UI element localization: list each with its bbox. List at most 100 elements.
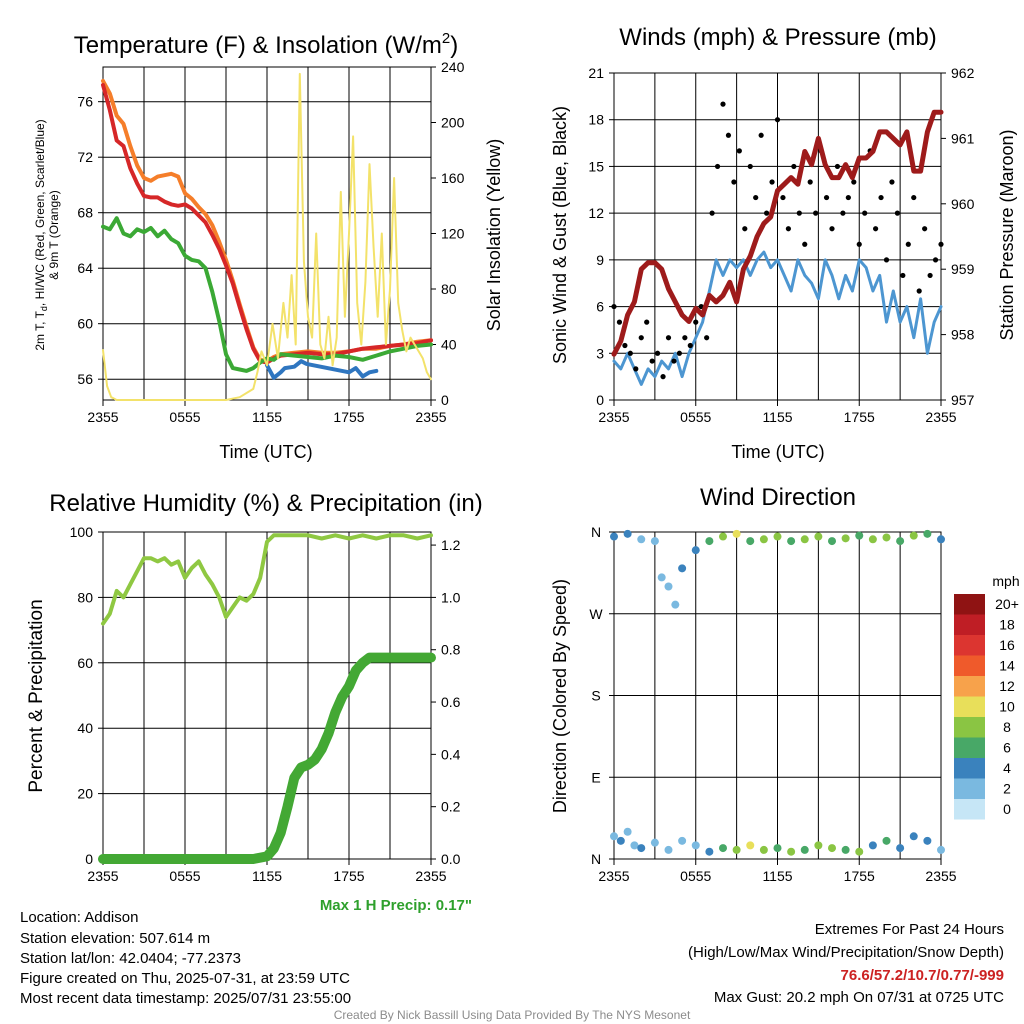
- legend-swatch: [954, 799, 985, 820]
- gust-point: [611, 303, 617, 310]
- gust-point: [845, 194, 851, 201]
- north-wind-point: [637, 844, 646, 853]
- northwest-wind-point: [828, 537, 836, 546]
- legend-label: 0: [1003, 801, 1011, 817]
- temperature-y2tick-label: 40: [441, 337, 457, 353]
- north-wind-point: [800, 845, 809, 854]
- wind-direction-xtick-label: 0555: [680, 868, 711, 884]
- north-wind-point: [759, 845, 768, 854]
- northwest-wind-point: [637, 535, 646, 544]
- humidity-y2tick-label: 0.2: [441, 799, 461, 815]
- gust-point: [829, 226, 835, 232]
- legend-swatch: [954, 737, 985, 758]
- gust-point: [704, 335, 710, 341]
- winds-plot-area: 2355 0555 1155 1755 235503691215182195795895…: [588, 65, 974, 425]
- temperature-xlabel: Time (UTC): [219, 442, 312, 462]
- wind-direction-title: Wind Direction: [700, 484, 856, 511]
- wind-direction-xtick-label: 1155: [762, 868, 792, 884]
- humidity-panel: Relative Humidity (%) & Precipitation (i…: [26, 490, 483, 914]
- legend-swatch: [954, 676, 985, 697]
- winds-ytick-label: 21: [588, 65, 604, 81]
- north-wind-point: [610, 832, 618, 841]
- northwest-wind-point: [923, 529, 932, 538]
- humidity-ytick-label: 100: [70, 524, 94, 540]
- winds-xtick-label: 0555: [680, 409, 711, 425]
- gust-point: [927, 272, 933, 279]
- northwest-wind-point: [814, 532, 823, 541]
- gust-point: [807, 179, 813, 185]
- gust-point: [709, 210, 715, 216]
- north-wind-point: [678, 836, 687, 845]
- gust-point: [682, 335, 688, 341]
- north-wind-point: [773, 844, 782, 853]
- gust-point: [922, 226, 928, 232]
- north-wind-point: [732, 845, 741, 854]
- temperature-ytick-label: 68: [77, 205, 93, 221]
- wind-direction-xtick-label: 1755: [844, 868, 875, 884]
- gust-point: [671, 358, 677, 364]
- gust-point: [649, 358, 655, 364]
- northwest-wind-point: [719, 532, 727, 541]
- legend-swatch: [954, 717, 985, 738]
- gust-point: [796, 210, 802, 216]
- north-wind-point: [705, 847, 714, 856]
- temperature-y2tick-label: 240: [441, 59, 465, 75]
- gust-point: [720, 101, 726, 107]
- northwest-wind-point: [759, 535, 768, 544]
- legend-label: 6: [1003, 740, 1011, 756]
- humidity-title: Relative Humidity (%) & Precipitation (i…: [49, 490, 482, 517]
- gust-point: [774, 117, 781, 123]
- wind-direction-ylabel: Direction (Colored By Speed): [550, 579, 570, 813]
- north-wind-point: [616, 836, 625, 845]
- winds-y2tick-label: 959: [951, 261, 975, 277]
- gust-point: [916, 288, 922, 294]
- gust-point: [676, 350, 683, 356]
- northwest-wind-point: [773, 532, 782, 541]
- gust-point: [878, 194, 884, 201]
- temperature-y2tick-label: 80: [441, 281, 457, 297]
- legend-swatch: [954, 635, 985, 656]
- wind-direction-ytick-label: E: [591, 769, 600, 785]
- northwest-wind-point: [896, 537, 905, 546]
- northwest-wind-point: [841, 534, 850, 543]
- insolation-ylabel: Solar Insolation (Yellow): [484, 139, 504, 331]
- winds-y2tick-label: 958: [951, 327, 975, 343]
- gust-point: [840, 210, 846, 216]
- wind-direction-ytick-label: W: [589, 606, 603, 622]
- extremes-legend: (High/Low/Max Wind/Precipitation/Snow De…: [688, 944, 1004, 961]
- gust-point: [627, 350, 633, 356]
- temperature-y2tick-label: 160: [441, 170, 465, 186]
- temperature-y2tick-label: 120: [441, 226, 465, 242]
- humidity-y2tick-label: 0.0: [441, 851, 461, 867]
- latlon-text: Station lat/lon: 42.0404; -77.2373: [20, 950, 241, 967]
- legend-swatch: [954, 655, 985, 676]
- windchill-line: [265, 359, 379, 380]
- legend-swatch: [954, 696, 985, 717]
- gust-point: [725, 132, 732, 138]
- legend-label: 8: [1003, 719, 1011, 735]
- north-wind-point: [828, 844, 836, 853]
- extremes-values: 76.6/57.2/10.7/0.77/-999: [841, 967, 1004, 984]
- northwest-wind-point: [623, 529, 632, 538]
- north-wind-point: [746, 841, 755, 850]
- winds-xtick-label: 1155: [762, 409, 792, 425]
- gust-point: [622, 342, 628, 349]
- gust-point: [753, 194, 759, 201]
- humidity-xtick-label: 0555: [169, 868, 200, 884]
- gust-point: [616, 319, 623, 325]
- north-wind-point: [691, 841, 700, 850]
- temperature-ytick-label: 72: [77, 149, 93, 165]
- north-wind-point: [923, 836, 932, 845]
- recent-data-text: Most recent data timestamp: 2025/07/31 2…: [20, 990, 351, 1007]
- north-wind-point: [814, 841, 823, 850]
- gust-point: [687, 342, 693, 349]
- winds-title: Winds (mph) & Pressure (mb): [619, 24, 936, 51]
- north-wind-point: [855, 847, 864, 856]
- temperature-ytick-label: 76: [77, 94, 93, 110]
- northwest-wind-point: [657, 573, 666, 582]
- humidity-ytick-label: 60: [77, 655, 93, 671]
- gust-point: [791, 163, 797, 170]
- wind-direction-ytick-label: N: [591, 851, 601, 867]
- north-wind-point: [896, 844, 905, 853]
